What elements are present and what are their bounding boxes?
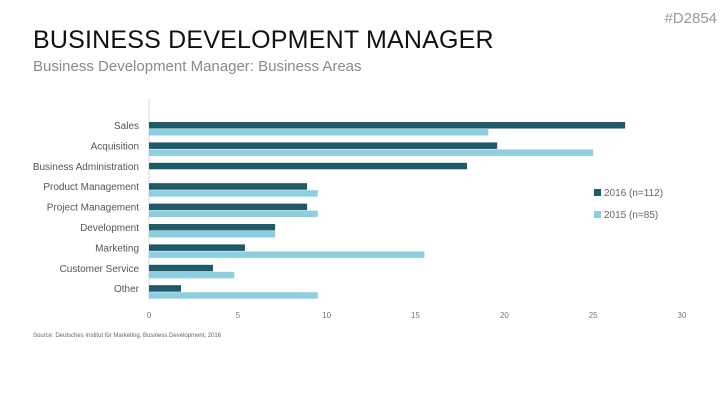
bar-2015 — [149, 271, 235, 279]
bar-2016 — [149, 142, 498, 149]
bar-2016 — [149, 285, 181, 292]
category-label: Development — [80, 223, 139, 234]
x-tick-label: 25 — [589, 311, 598, 320]
bar-2016 — [149, 162, 468, 170]
source-note: Source: Deutsches Institut für Marketing… — [33, 333, 222, 339]
bar-2015 — [149, 210, 318, 218]
bar-2015 — [149, 129, 489, 136]
bar-2016 — [149, 244, 245, 251]
bar-2016 — [149, 183, 308, 190]
legend-label: 2016 (n=112) — [604, 188, 663, 199]
bar-2016 — [149, 122, 626, 129]
x-tick-label: 10 — [322, 311, 331, 320]
legend-swatch — [594, 189, 601, 196]
legend-label: 2015 (n=85) — [604, 210, 658, 221]
slide-subtitle: Business Development Manager: Business A… — [33, 58, 362, 75]
x-tick-label: 20 — [500, 311, 509, 320]
x-tick-label: 0 — [147, 311, 152, 320]
category-label: Business Administration — [33, 162, 139, 173]
x-tick-label: 5 — [236, 311, 241, 320]
category-label: Customer Service — [60, 264, 140, 275]
category-label: Project Management — [47, 203, 139, 214]
bar-2016 — [149, 264, 213, 272]
bar-2016 — [149, 203, 308, 211]
x-tick-label: 15 — [411, 311, 420, 320]
category-label: Marketing — [95, 243, 139, 254]
slide-title: BUSINESS DEVELOPMENT MANAGER — [33, 26, 494, 54]
category-label: Sales — [114, 121, 139, 132]
legend-swatch — [594, 211, 601, 218]
slide-code: #D2854 — [664, 10, 717, 27]
category-label: Acquisition — [91, 141, 139, 152]
category-label: Other — [114, 284, 140, 295]
bar-2015 — [149, 292, 318, 299]
bar-2015 — [149, 149, 594, 156]
bar-2015 — [149, 251, 425, 258]
category-label: Product Management — [43, 182, 139, 193]
bar-2015 — [149, 190, 318, 197]
x-tick-label: 30 — [678, 311, 687, 320]
bar-2015 — [149, 231, 276, 238]
bar-2016 — [149, 224, 276, 231]
